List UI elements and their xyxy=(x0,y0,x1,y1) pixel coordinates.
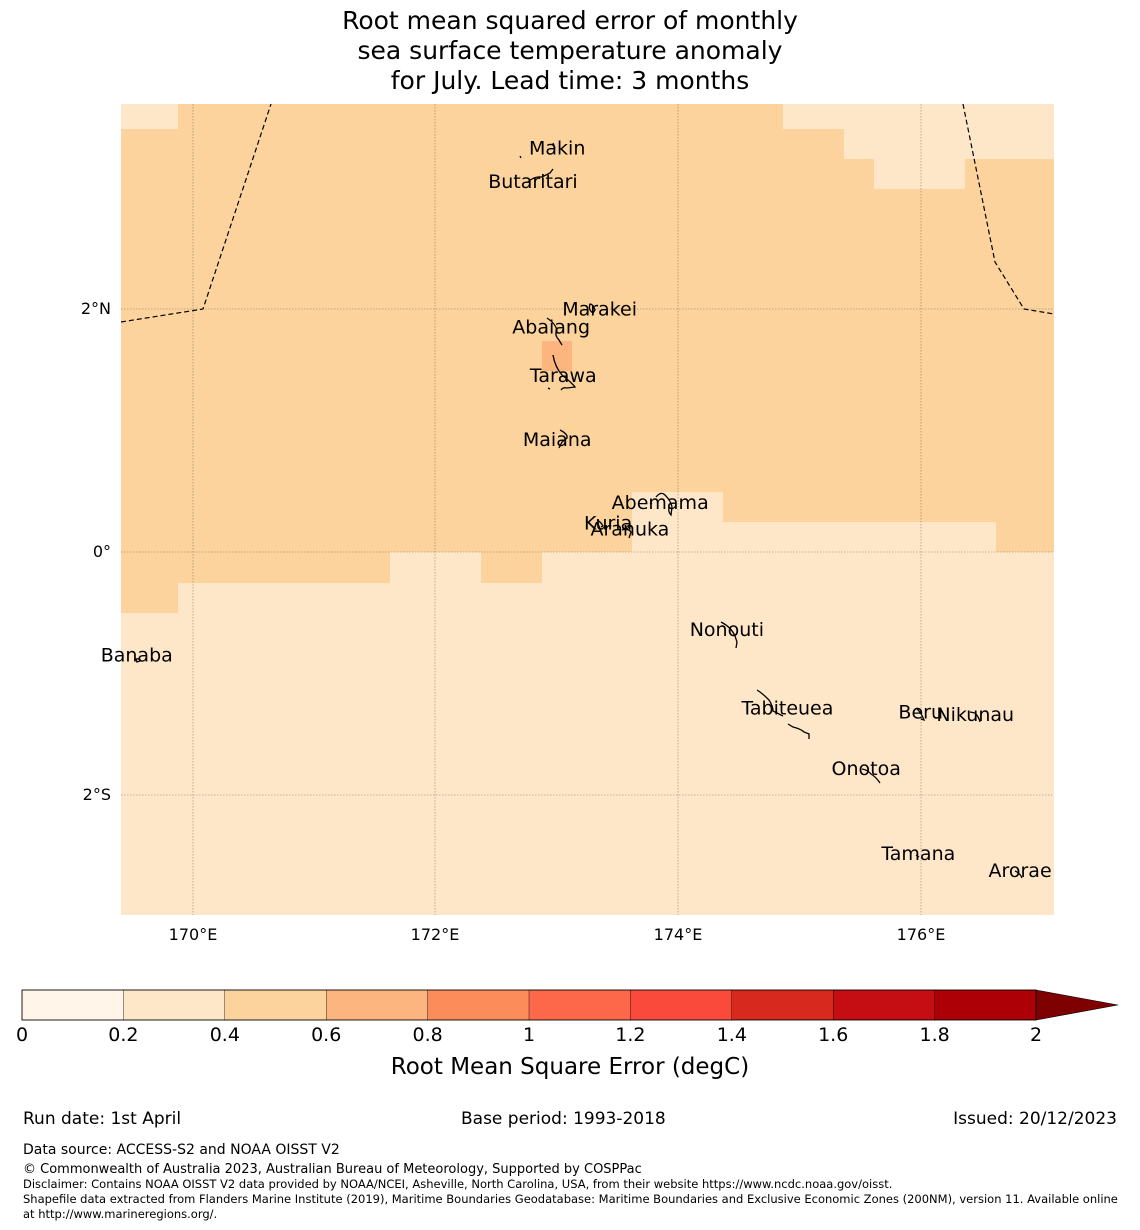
island-label-tarawa: Tarawa xyxy=(529,365,597,387)
colorbar-extend-arrow xyxy=(1035,989,1119,1021)
island-label-beru: Beru xyxy=(898,701,943,723)
data-source: Data source: ACCESS-S2 and NOAA OISST V2 xyxy=(23,1142,340,1158)
field-region-0-4 xyxy=(121,104,1054,613)
disclaimer: Disclaimer: Contains NOAA OISST V2 data … xyxy=(23,1177,893,1191)
colorbar-tick-10: 2 xyxy=(1029,1024,1043,1046)
island-label-marakei: Marakei xyxy=(562,298,637,320)
colorbar-segment-1 xyxy=(123,989,226,1021)
banaba-coastline xyxy=(135,658,141,663)
kuria-coastline xyxy=(596,519,604,528)
eez-boundaries xyxy=(120,103,1055,323)
map-title: Root mean squared error of monthly sea s… xyxy=(0,6,1140,96)
island-label-maiana: Maiana xyxy=(523,429,592,451)
colorbar-tick-8: 1.6 xyxy=(818,1024,849,1046)
title-line-3: for July. Lead time: 3 months xyxy=(390,66,750,95)
beru-coastline xyxy=(915,707,926,722)
lon-label-176e: 176°E xyxy=(896,925,946,944)
colorbar-tick-5: 1 xyxy=(522,1024,536,1046)
colorbar-segment-5 xyxy=(528,989,632,1021)
colorbar-tick-9: 1.8 xyxy=(919,1024,950,1046)
issued-date: Issued: 20/12/2023 xyxy=(953,1109,1117,1129)
colorbar-tick-3: 0.6 xyxy=(311,1024,342,1046)
abemama-coastline xyxy=(649,492,673,517)
nonouti-coastline xyxy=(720,621,738,649)
run-date: Run date: 1st April xyxy=(23,1109,182,1129)
lat-label-2n: 2°N xyxy=(80,299,111,318)
colorbar-label: Root Mean Square Error (degC) xyxy=(390,1054,750,1080)
colorbar-tick-2: 0.4 xyxy=(209,1024,240,1046)
lon-label-172e: 172°E xyxy=(410,925,460,944)
maiana-coastline xyxy=(558,429,568,449)
island-coastlines xyxy=(135,142,1023,879)
onotoa-coastline xyxy=(861,768,881,784)
rmse-field xyxy=(121,104,1054,915)
colorbar-frame xyxy=(21,989,1037,1021)
colorbar-segment-4 xyxy=(427,989,530,1021)
colorbar-segment-9 xyxy=(934,989,1037,1021)
island-label-nikunau: Nikunau xyxy=(936,704,1014,726)
base-period: Base period: 1993-2018 xyxy=(461,1109,666,1129)
nikunau-coastline xyxy=(969,711,981,723)
field-region-0-2 xyxy=(121,104,178,129)
colorbar-tick-0: 0 xyxy=(15,1024,29,1046)
colorbar-segment-6 xyxy=(630,989,733,1021)
island-label-onotoa: Onotoa xyxy=(832,758,901,780)
makin-coastline xyxy=(519,142,556,159)
title-line-1: Root mean squared error of monthly xyxy=(342,6,798,35)
colorbar-segment-0 xyxy=(21,989,125,1021)
marakei-coastline xyxy=(588,303,596,314)
colorbar-segment-2 xyxy=(224,989,327,1021)
aranuka-coastline xyxy=(619,528,632,539)
island-label-tamana: Tamana xyxy=(880,843,955,865)
arorae-coastline xyxy=(1014,870,1023,879)
lat-label-2s: 2°S xyxy=(82,785,111,804)
colorbar-segment-7 xyxy=(731,989,834,1021)
island-label-aranuka: Aranuka xyxy=(590,519,669,541)
graticule xyxy=(121,104,1054,915)
field-cell-0-6 xyxy=(542,341,572,371)
colorbar xyxy=(21,989,1119,1021)
island-label-makin: Makin xyxy=(529,137,585,159)
abaiang-coastline xyxy=(546,317,563,346)
island-label-kuria: Kuria xyxy=(584,513,632,535)
eez-boundary-east xyxy=(962,103,1055,315)
title-line-2: sea surface temperature anomaly xyxy=(357,36,783,65)
tamana-coastline xyxy=(915,854,920,858)
colorbar-tick-1: 0.2 xyxy=(108,1024,139,1046)
island-label-tabiteuea: Tabiteuea xyxy=(740,698,833,720)
shapefile-credit: Shapefile data extracted from Flanders M… xyxy=(23,1192,1118,1221)
butaritari-coastline xyxy=(527,168,554,183)
colorbar-segment-3 xyxy=(326,989,429,1021)
lon-label-174e: 174°E xyxy=(653,925,703,944)
colorbar-segments xyxy=(21,989,1037,1021)
island-label-abaiang: Abaiang xyxy=(512,316,590,338)
island-label-banaba: Banaba xyxy=(101,644,173,666)
tarawa-coastline xyxy=(547,354,577,391)
island-label-butaritari: Butaritari xyxy=(488,171,577,193)
island-label-abemama: Abemama xyxy=(612,492,709,514)
island-label-arorae: Arorae xyxy=(988,860,1051,882)
island-label-nonouti: Nonouti xyxy=(690,619,764,641)
lat-label-0: 0° xyxy=(92,542,111,561)
eez-boundary-west xyxy=(120,103,272,323)
copyright: © Commonwealth of Australia 2023, Austra… xyxy=(23,1162,642,1177)
lon-label-170e: 170°E xyxy=(168,925,218,944)
colorbar-tick-4: 0.8 xyxy=(412,1024,443,1046)
tabiteuea-coastline xyxy=(756,689,810,739)
colorbar-tick-6: 1.2 xyxy=(615,1024,646,1046)
colorbar-segment-8 xyxy=(833,989,936,1021)
colorbar-tick-7: 1.4 xyxy=(716,1024,747,1046)
